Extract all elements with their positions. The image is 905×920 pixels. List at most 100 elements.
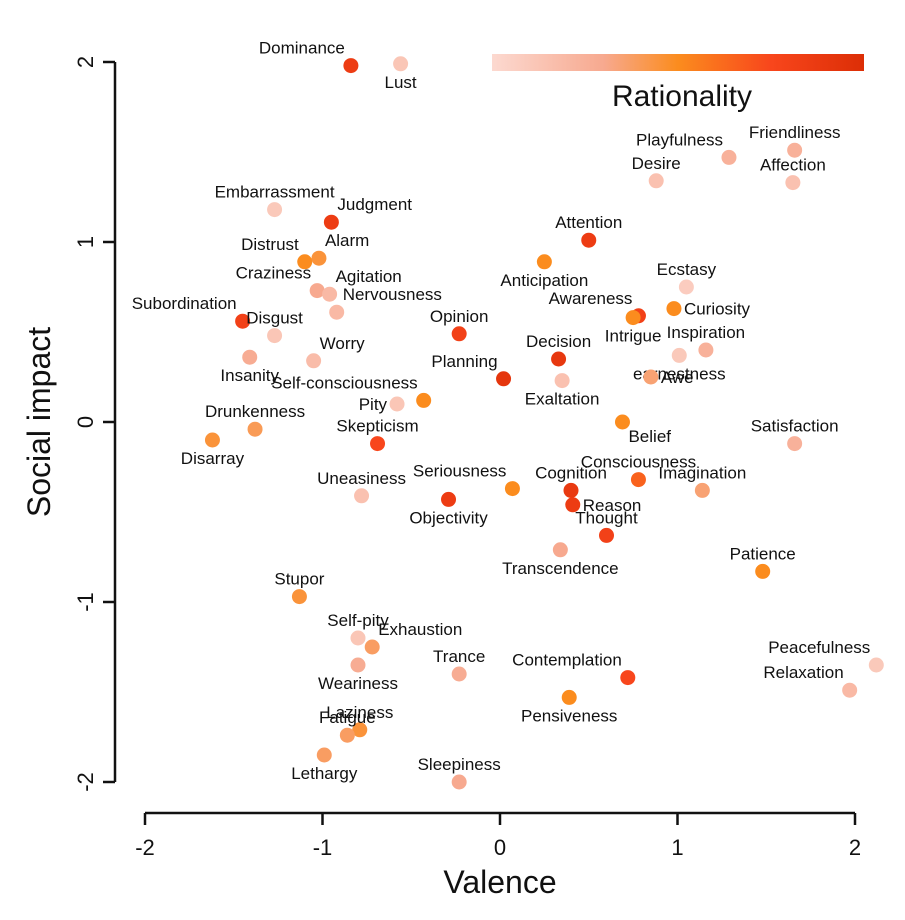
data-point	[242, 349, 258, 365]
data-point	[322, 286, 338, 302]
point-label: Objectivity	[409, 508, 488, 527]
data-point-group: Exaltation	[525, 373, 600, 409]
point-label: Disgust	[246, 309, 303, 328]
data-point-group: Agitation	[322, 267, 402, 302]
data-point-group: Laziness	[326, 703, 393, 738]
data-point-group: Drunkenness	[205, 402, 305, 437]
point-label: Intrigue	[605, 327, 662, 346]
x-tick-label: 2	[849, 835, 861, 860]
data-point-group: Exhaustion	[364, 620, 462, 655]
point-label: Craziness	[236, 264, 312, 283]
data-point-group: Intrigue	[605, 310, 662, 346]
point-label: Sleepiness	[418, 755, 501, 774]
data-point-group: Reason	[565, 496, 641, 515]
point-label: Peacefulness	[768, 638, 870, 657]
point-label: Playfulness	[636, 130, 723, 149]
data-point-group: Consciousness	[581, 453, 696, 488]
data-point	[581, 232, 597, 248]
data-point-group: Cognition	[535, 463, 607, 498]
data-point-group: Skepticism	[336, 417, 419, 452]
y-axis-title: Social impact	[21, 327, 57, 517]
point-label: Pensiveness	[521, 706, 617, 725]
y-tick-label: 0	[73, 416, 98, 428]
point-label: Decision	[526, 332, 591, 351]
data-point-group: Contemplation	[512, 651, 636, 686]
y-tick-label: 1	[73, 236, 98, 248]
data-point-group: Nervousness	[329, 285, 442, 320]
data-point-group: Affection	[760, 156, 826, 191]
data-point	[671, 347, 687, 363]
data-point	[842, 682, 858, 698]
data-point-group: Trance	[433, 647, 485, 682]
x-tick-label: 1	[671, 835, 683, 860]
data-point	[785, 175, 801, 191]
data-point	[868, 657, 884, 673]
data-point	[393, 56, 409, 72]
data-point-group: Weariness	[318, 657, 398, 693]
point-label: Seriousness	[413, 462, 507, 481]
data-point	[565, 497, 581, 513]
data-point	[536, 254, 552, 270]
data-point	[678, 279, 694, 295]
data-point-group: Uneasiness	[317, 469, 406, 504]
data-point-group: Distrust	[241, 235, 313, 270]
data-point-group: Ecstasy	[657, 260, 717, 295]
point-label: Relaxation	[763, 663, 843, 682]
point-label: Ecstasy	[657, 260, 717, 279]
data-point-group: Self-consciousness	[271, 373, 432, 408]
data-point	[416, 392, 432, 408]
data-point	[441, 491, 457, 507]
data-point	[350, 630, 366, 646]
data-point	[648, 173, 664, 189]
point-label: Planning	[431, 352, 497, 371]
x-axis-title: Valence	[443, 864, 556, 900]
point-label: Exaltation	[525, 390, 600, 409]
point-label: Drunkenness	[205, 402, 305, 421]
data-point-group: Attention	[555, 213, 622, 248]
data-point	[343, 58, 359, 74]
point-label: Contemplation	[512, 651, 622, 670]
data-point	[309, 283, 325, 299]
point-label: Affection	[760, 156, 826, 175]
point-label: Self-consciousness	[271, 373, 417, 392]
data-point	[306, 353, 322, 369]
data-point-group: Relaxation	[763, 663, 858, 698]
data-point-group: Lust	[385, 56, 417, 92]
data-point-group: Craziness	[236, 264, 325, 299]
data-point-group: Thought	[575, 508, 638, 543]
data-point	[352, 722, 368, 738]
rationality-legend: Rationality	[492, 54, 864, 113]
point-label: Laziness	[326, 703, 393, 722]
point-label: Weariness	[318, 674, 398, 693]
data-point-group: Imagination	[658, 463, 746, 498]
point-label: Belief	[628, 427, 671, 446]
data-point-group: Peacefulness	[768, 638, 884, 673]
data-point-group: Awe	[643, 368, 694, 387]
data-point	[721, 149, 737, 165]
point-label: Skepticism	[336, 417, 418, 436]
data-point-group: Lethargy	[291, 747, 358, 783]
data-point	[496, 371, 512, 387]
point-label: Embarrassment	[215, 183, 335, 202]
x-tick-label: -1	[313, 835, 333, 860]
point-label: Worry	[320, 334, 366, 353]
data-point	[666, 301, 682, 317]
data-point	[755, 563, 771, 579]
point-label: Exhaustion	[378, 620, 462, 639]
data-point	[630, 472, 646, 488]
point-label: Opinion	[430, 307, 489, 326]
point-label: Thought	[575, 508, 638, 527]
point-label: Disarray	[181, 449, 245, 468]
data-point	[451, 774, 467, 790]
point-label: Judgment	[337, 195, 412, 214]
point-label: Cognition	[535, 463, 607, 482]
data-point-group: Decision	[526, 332, 591, 367]
data-point	[389, 396, 405, 412]
data-point	[787, 436, 803, 452]
point-label: Reason	[583, 496, 642, 515]
data-point	[339, 727, 355, 743]
data-point-group: Pensiveness	[521, 689, 617, 725]
data-point	[554, 373, 570, 389]
data-point-group: Embarrassment	[215, 183, 335, 218]
